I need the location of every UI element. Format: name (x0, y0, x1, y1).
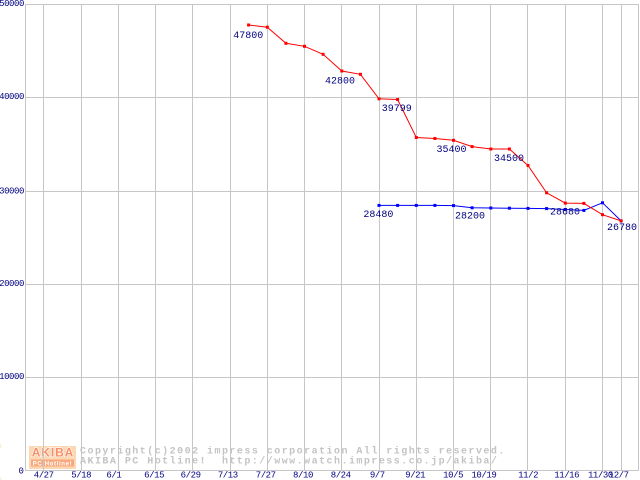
svg-text:8/24: 8/24 (331, 471, 351, 480)
svg-text:9/7: 9/7 (370, 471, 385, 480)
svg-text:28480: 28480 (363, 210, 393, 221)
svg-text:10000: 10000 (0, 372, 24, 382)
svg-text:35400: 35400 (436, 145, 466, 156)
svg-text:10/19: 10/19 (471, 471, 496, 480)
svg-text:47800: 47800 (233, 31, 263, 42)
svg-text:6/15: 6/15 (144, 471, 164, 480)
svg-text:28200: 28200 (455, 212, 485, 223)
svg-text:11/30: 11/30 (588, 471, 613, 480)
svg-text:6/29: 6/29 (181, 471, 201, 480)
svg-text:20000: 20000 (0, 279, 24, 289)
svg-text:11/16: 11/16 (554, 471, 579, 480)
svg-text:42800: 42800 (325, 77, 355, 88)
svg-text:AKIBA PC Hotline! http://www.: AKIBA PC Hotline! http://www.watch.impre… (80, 456, 498, 468)
svg-text:7/27: 7/27 (256, 471, 276, 480)
svg-text:34500: 34500 (494, 154, 524, 165)
svg-text:9/21: 9/21 (405, 471, 425, 480)
svg-text:40000: 40000 (0, 92, 24, 102)
svg-text:6/1: 6/1 (106, 471, 121, 480)
svg-text:30000: 30000 (0, 187, 24, 197)
svg-text:PC Hotline!: PC Hotline! (33, 462, 72, 468)
svg-text:26780: 26780 (607, 223, 637, 234)
svg-text:11/2: 11/2 (518, 471, 538, 480)
svg-text:50000: 50000 (0, 0, 24, 9)
svg-text:AKIBA: AKIBA (32, 446, 75, 460)
svg-text:8/10: 8/10 (293, 471, 313, 480)
svg-text:Copyright(c)2002 impress corpo: Copyright(c)2002 impress corporation All… (80, 445, 506, 457)
svg-text:12/7: 12/7 (609, 471, 629, 480)
svg-text:0: 0 (19, 466, 24, 476)
svg-text:7/13: 7/13 (218, 471, 238, 480)
svg-text:28680: 28680 (550, 208, 580, 219)
svg-text:5/18: 5/18 (71, 471, 91, 480)
svg-text:4/27: 4/27 (34, 471, 54, 480)
svg-text:39799: 39799 (382, 104, 412, 115)
svg-text:10/5: 10/5 (443, 471, 463, 480)
